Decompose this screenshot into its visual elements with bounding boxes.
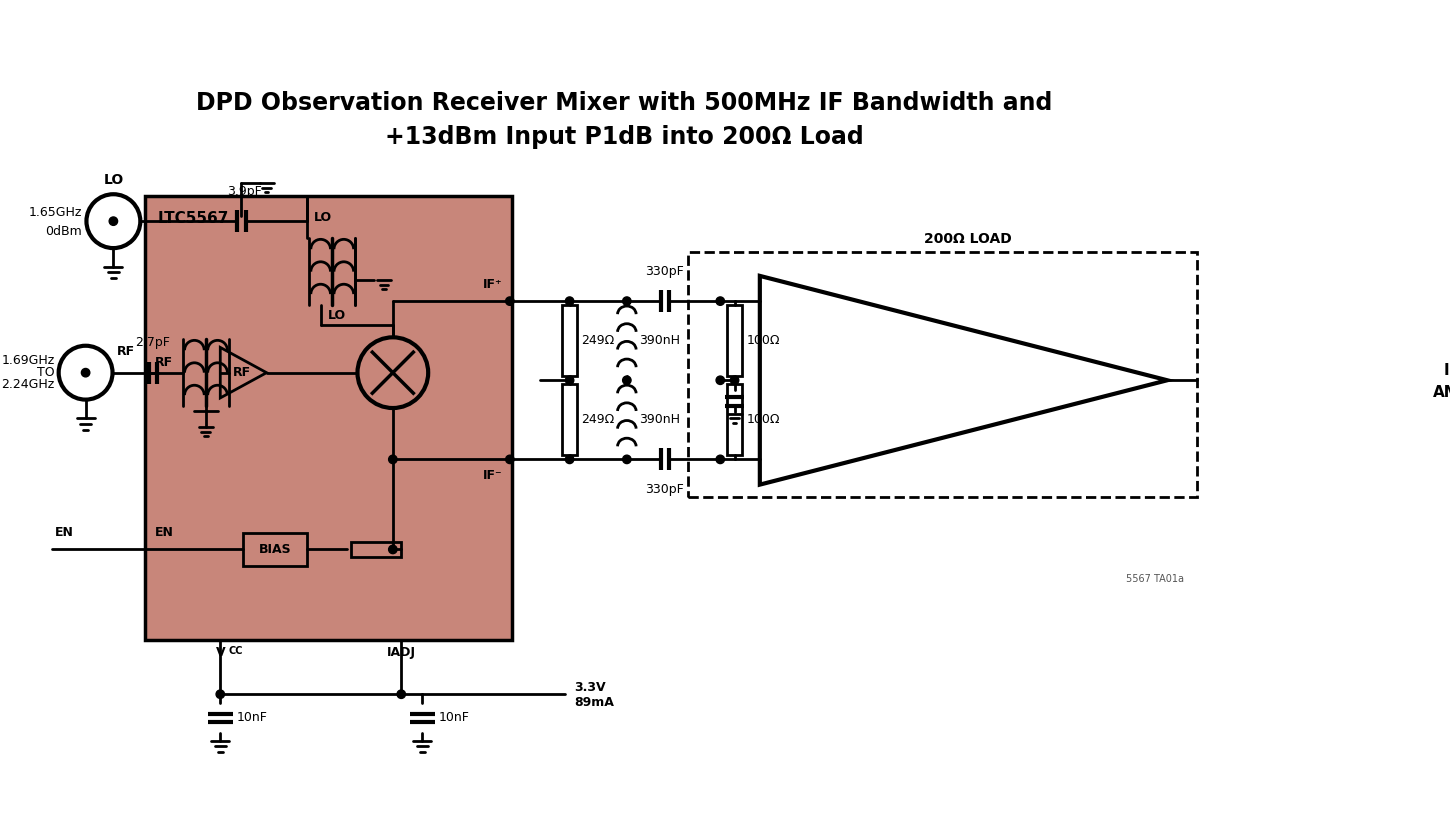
Text: 200Ω LOAD: 200Ω LOAD	[924, 232, 1012, 246]
Text: CC: CC	[229, 646, 244, 657]
Text: 10nF: 10nF	[238, 711, 268, 724]
Text: TO: TO	[36, 366, 55, 379]
Circle shape	[622, 297, 631, 305]
Text: 100Ω: 100Ω	[747, 414, 780, 426]
Circle shape	[566, 376, 574, 385]
Circle shape	[506, 297, 515, 305]
Circle shape	[109, 217, 117, 226]
Text: +13dBm Input P1dB into 200Ω Load: +13dBm Input P1dB into 200Ω Load	[384, 125, 864, 149]
Circle shape	[566, 455, 574, 464]
Text: IADJ: IADJ	[387, 646, 416, 659]
Text: 2.7pF: 2.7pF	[135, 336, 171, 349]
Text: 249Ω: 249Ω	[581, 414, 615, 426]
Text: 249Ω: 249Ω	[581, 334, 615, 347]
Circle shape	[566, 297, 574, 305]
Bar	[145, 196, 512, 639]
Circle shape	[81, 369, 90, 377]
Text: LTC5567: LTC5567	[157, 211, 229, 226]
Text: IF⁻: IF⁻	[483, 470, 502, 482]
Circle shape	[731, 376, 740, 385]
Text: 3.9pF: 3.9pF	[228, 184, 262, 198]
Text: IF: IF	[1444, 363, 1450, 378]
Circle shape	[397, 690, 406, 699]
Text: V: V	[216, 646, 225, 659]
Text: 3.3V: 3.3V	[574, 681, 606, 694]
Bar	[726, 385, 742, 455]
Circle shape	[622, 376, 631, 385]
Bar	[351, 542, 402, 557]
Text: RF: RF	[155, 356, 173, 369]
Text: EN: EN	[155, 526, 174, 539]
Text: EN: EN	[55, 526, 74, 539]
Text: LO: LO	[328, 309, 345, 323]
Circle shape	[716, 376, 725, 385]
Text: 10nF: 10nF	[439, 711, 470, 724]
Text: LO: LO	[103, 174, 123, 188]
Text: 330pF: 330pF	[645, 265, 684, 278]
Circle shape	[506, 455, 515, 464]
Text: RF: RF	[117, 345, 135, 358]
Circle shape	[389, 455, 397, 464]
Bar	[689, 252, 1196, 497]
Bar	[726, 305, 742, 376]
Circle shape	[389, 545, 397, 553]
Text: 1.69GHz: 1.69GHz	[1, 355, 55, 367]
Text: 0dBm: 0dBm	[45, 225, 83, 238]
Bar	[563, 305, 577, 376]
Text: LO: LO	[313, 211, 332, 224]
Bar	[563, 385, 577, 455]
Text: AMP: AMP	[1433, 385, 1450, 399]
Circle shape	[716, 455, 725, 464]
Circle shape	[622, 455, 631, 464]
Text: 1.65GHz: 1.65GHz	[29, 206, 83, 219]
Text: 100Ω: 100Ω	[747, 334, 780, 347]
Text: 390nH: 390nH	[638, 334, 680, 347]
Bar	[244, 533, 306, 566]
Circle shape	[216, 690, 225, 699]
Text: DPD Observation Receiver Mixer with 500MHz IF Bandwidth and: DPD Observation Receiver Mixer with 500M…	[196, 91, 1053, 115]
Text: 89mA: 89mA	[574, 696, 613, 709]
Circle shape	[716, 297, 725, 305]
Text: IF⁺: IF⁺	[483, 278, 502, 291]
Text: 2.24GHz: 2.24GHz	[1, 378, 55, 391]
Text: 390nH: 390nH	[638, 414, 680, 426]
Text: RF: RF	[232, 366, 251, 379]
Text: BIAS: BIAS	[258, 543, 291, 556]
Text: 330pF: 330pF	[645, 483, 684, 496]
Text: 5567 TA01a: 5567 TA01a	[1127, 574, 1185, 584]
